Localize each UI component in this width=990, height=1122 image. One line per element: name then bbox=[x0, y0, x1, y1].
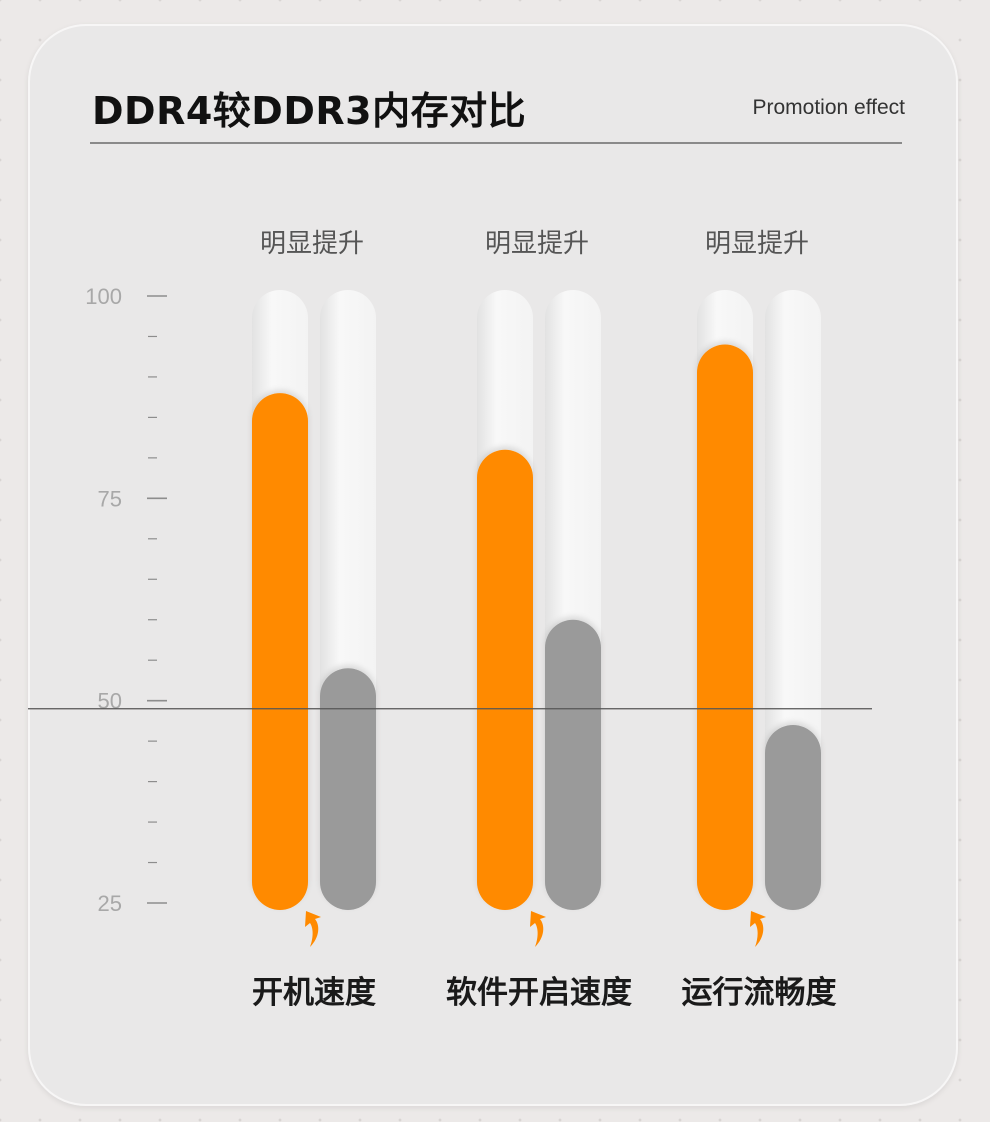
category-label: 运行流畅度 bbox=[682, 975, 837, 1011]
bar-ddr4 bbox=[697, 344, 753, 910]
y-tick-label: 25 bbox=[98, 891, 122, 916]
title-divider bbox=[90, 142, 902, 144]
page-subtitle: Promotion effect bbox=[752, 96, 905, 119]
bar-ddr3 bbox=[320, 668, 376, 910]
y-axis: 100 75 50 25 bbox=[85, 284, 167, 916]
bar-ddr4 bbox=[477, 449, 533, 910]
bars bbox=[252, 290, 821, 910]
category-label: 软件开启速度 bbox=[446, 975, 632, 1011]
group-top-label: 明显提升 bbox=[705, 229, 809, 259]
bar-ddr3 bbox=[545, 619, 601, 910]
category-label: 开机速度 bbox=[252, 975, 376, 1011]
y-tick-label: 100 bbox=[85, 284, 122, 309]
group-top-label: 明显提升 bbox=[485, 229, 589, 259]
group-top-label: 明显提升 bbox=[260, 229, 364, 259]
y-tick-label: 50 bbox=[98, 689, 122, 714]
up-arrow-icon bbox=[750, 911, 766, 947]
up-arrow-icon bbox=[305, 911, 321, 947]
bar-ddr3 bbox=[765, 724, 821, 910]
page-title: DDR4较DDR3内存对比 bbox=[92, 89, 527, 133]
up-arrow-icon bbox=[530, 911, 546, 947]
bar-ddr4 bbox=[252, 393, 308, 910]
y-tick-label: 75 bbox=[98, 486, 122, 511]
